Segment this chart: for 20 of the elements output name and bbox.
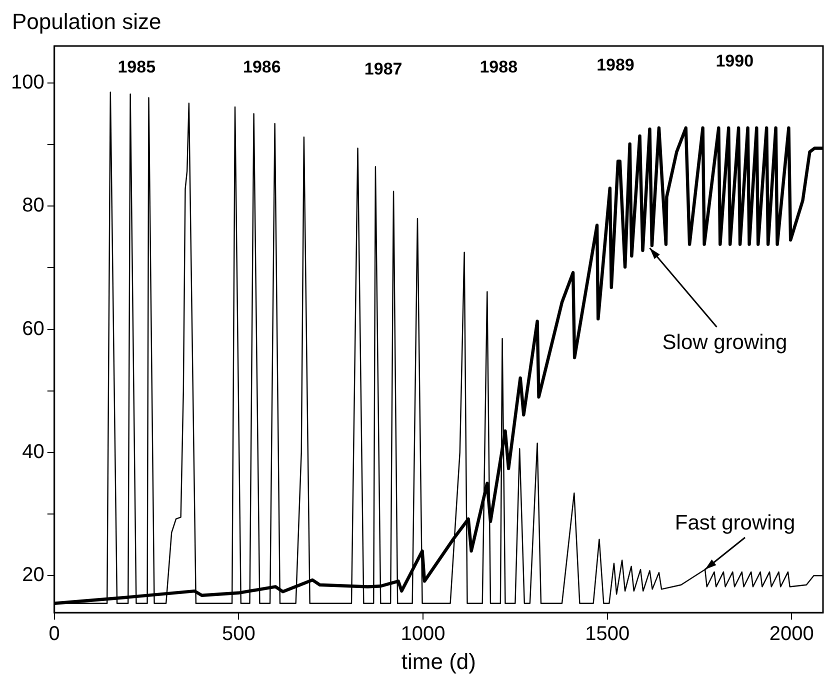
x-tick-label: 500 xyxy=(222,623,256,646)
annotation: 1985 xyxy=(118,58,156,77)
y-tick-label: 60 xyxy=(22,318,44,340)
y-tick-label: 100 xyxy=(10,71,44,94)
x-tick-label: 1500 xyxy=(585,623,630,646)
annotation: 1987 xyxy=(364,60,402,79)
y-tick-label: 40 xyxy=(22,440,44,463)
y-tick-label: 20 xyxy=(22,564,44,586)
annotation: Fast growing xyxy=(674,511,796,534)
x-tick-label: 1000 xyxy=(400,623,446,646)
y-tick-label: 80 xyxy=(22,194,44,217)
x-tick-label: 0 xyxy=(48,623,60,646)
annotation: 1989 xyxy=(596,56,634,75)
y-axis-title: Population size xyxy=(12,9,162,34)
annotation: 1990 xyxy=(716,52,754,71)
annotation: Slow growing xyxy=(662,330,788,354)
annotation: 1986 xyxy=(242,58,281,77)
x-axis-title: time (d) xyxy=(401,648,476,674)
annotation: 1988 xyxy=(480,58,518,77)
x-tick-label: 2000 xyxy=(769,623,814,646)
